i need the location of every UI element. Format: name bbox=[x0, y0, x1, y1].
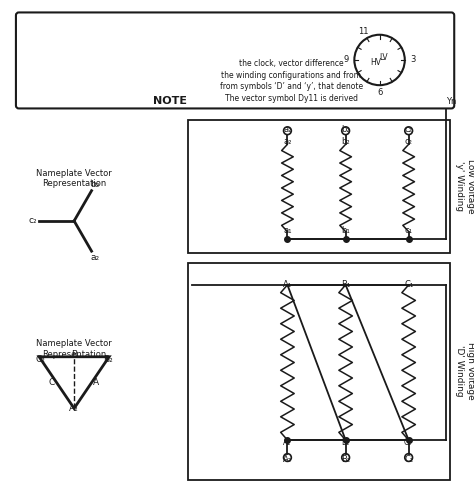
Text: c₂: c₂ bbox=[28, 216, 36, 225]
Text: High Voltage
'D' Winding: High Voltage 'D' Winding bbox=[455, 342, 474, 400]
Text: B₁: B₁ bbox=[341, 280, 350, 289]
Bar bbox=[188, 263, 450, 480]
Text: from symbols ‘D’ and ‘y’, that denote: from symbols ‘D’ and ‘y’, that denote bbox=[220, 82, 363, 91]
Text: Nameplate Vector
Representation: Nameplate Vector Representation bbox=[36, 168, 112, 188]
Text: Nameplate Vector
Representation: Nameplate Vector Representation bbox=[36, 339, 112, 359]
Text: C₂: C₂ bbox=[35, 355, 45, 364]
Text: A: A bbox=[93, 378, 100, 387]
Text: 6: 6 bbox=[377, 89, 382, 97]
Text: the clock, vector difference: the clock, vector difference bbox=[239, 59, 344, 68]
Text: 9: 9 bbox=[344, 56, 349, 65]
Text: the winding configurations and from: the winding configurations and from bbox=[221, 71, 361, 80]
Text: B₂: B₂ bbox=[103, 355, 113, 364]
Text: Low Voltage
'y' Winding: Low Voltage 'y' Winding bbox=[455, 159, 474, 214]
Text: B₂: B₂ bbox=[341, 438, 349, 447]
Text: LV: LV bbox=[379, 53, 388, 62]
Bar bbox=[188, 120, 450, 253]
Text: 11: 11 bbox=[358, 27, 368, 36]
Text: NOTE: NOTE bbox=[153, 96, 187, 106]
Text: b₂: b₂ bbox=[342, 137, 350, 146]
Text: C₁: C₁ bbox=[404, 280, 413, 289]
Text: b₂: b₂ bbox=[90, 180, 100, 189]
Text: B: B bbox=[71, 350, 77, 359]
Text: c₂: c₂ bbox=[405, 125, 412, 134]
Text: c₂: c₂ bbox=[405, 137, 413, 146]
Text: c₁: c₁ bbox=[405, 225, 413, 234]
Text: B₂: B₂ bbox=[341, 455, 350, 464]
Text: HV: HV bbox=[370, 59, 381, 67]
Text: A₂: A₂ bbox=[283, 455, 292, 464]
Text: A₂: A₂ bbox=[283, 438, 291, 447]
Text: a₁: a₁ bbox=[283, 225, 292, 234]
Text: C₂: C₂ bbox=[404, 455, 413, 464]
Text: a₂: a₂ bbox=[283, 137, 292, 146]
FancyBboxPatch shape bbox=[16, 13, 454, 108]
Text: C: C bbox=[49, 378, 55, 387]
Text: a₂: a₂ bbox=[283, 125, 292, 134]
Text: 3: 3 bbox=[410, 56, 415, 65]
Text: b₂: b₂ bbox=[341, 125, 350, 134]
Text: Yn: Yn bbox=[446, 97, 456, 106]
Text: a₂: a₂ bbox=[91, 253, 100, 262]
Text: C₂: C₂ bbox=[404, 438, 412, 447]
Text: b₁: b₁ bbox=[342, 225, 350, 234]
Text: The vector symbol Dy11 is derived: The vector symbol Dy11 is derived bbox=[225, 94, 358, 103]
Text: A₁: A₁ bbox=[283, 280, 292, 289]
Text: A₂: A₂ bbox=[69, 404, 79, 413]
